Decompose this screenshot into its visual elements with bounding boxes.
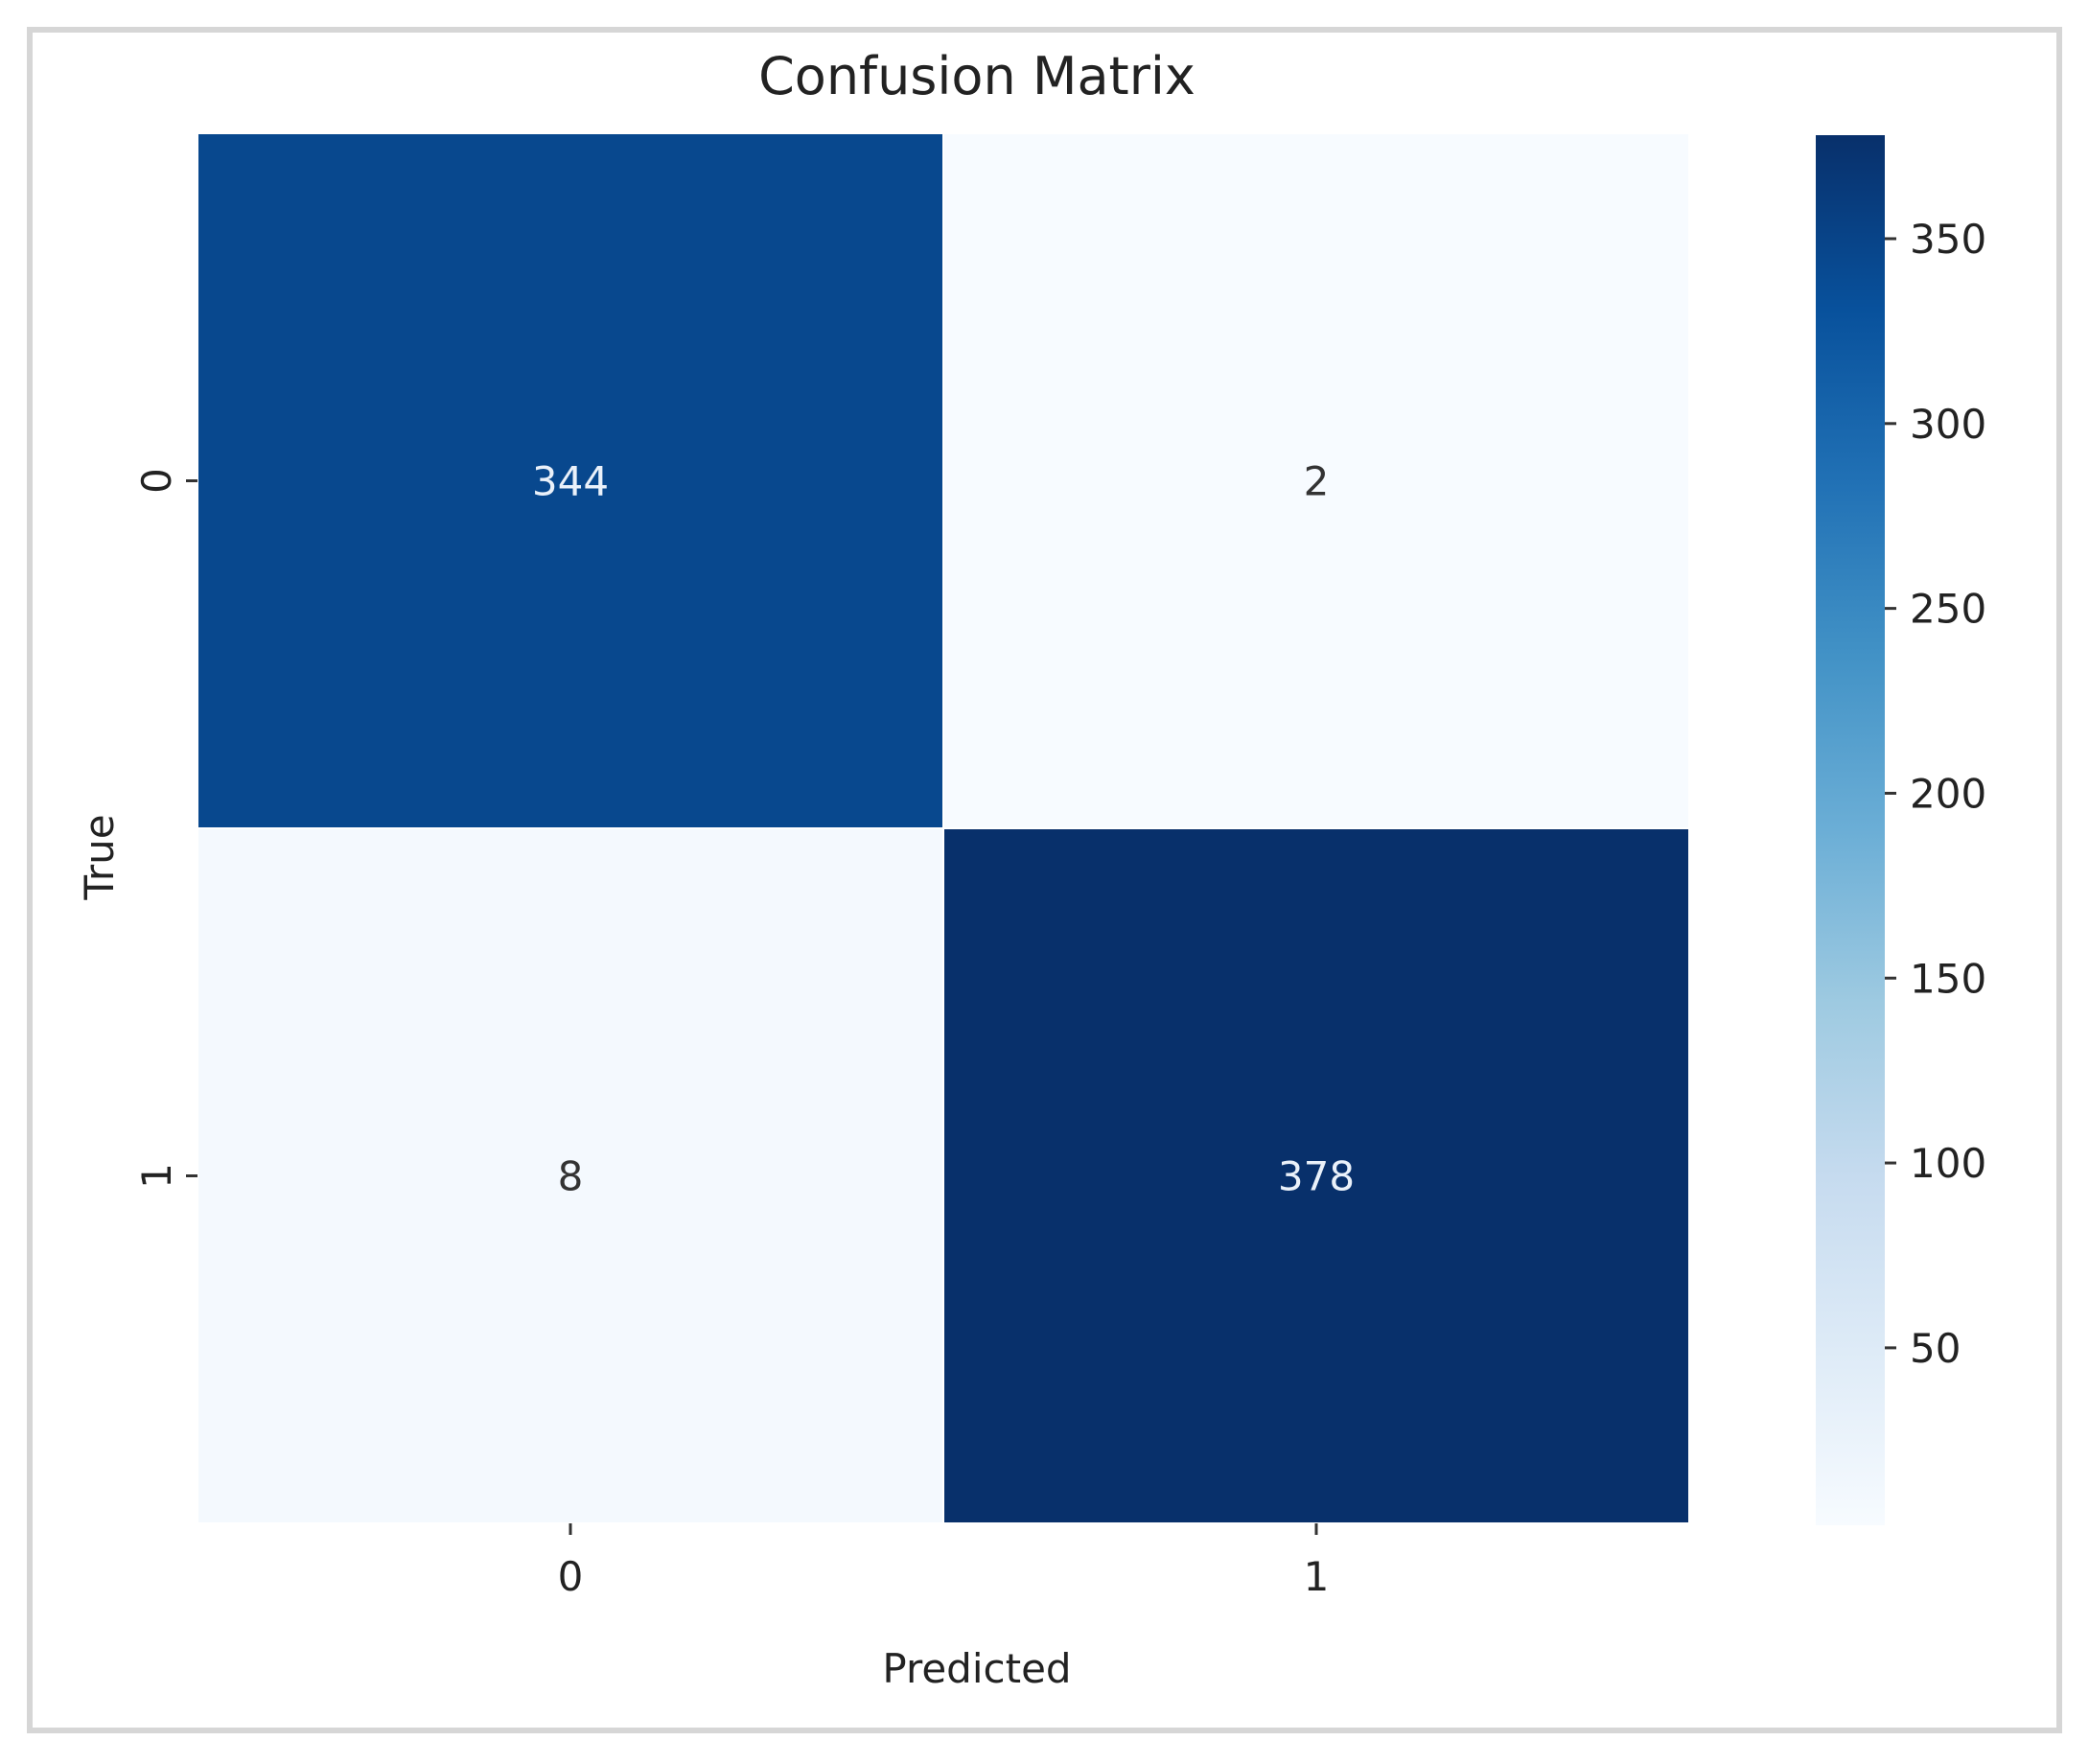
colorbar-tick-label-0: 50	[1910, 1325, 1961, 1372]
x-tick-label-0: 0	[558, 1553, 584, 1600]
y-tick-label-0: 0	[133, 468, 180, 494]
colorbar-tick-label-3: 200	[1910, 770, 1986, 817]
heatmap-cell-labels: 344 2 8 378	[532, 458, 1355, 1200]
colorbar-tick-label-4: 250	[1910, 586, 1986, 633]
heatmap-cell-r0-c1	[942, 132, 1690, 829]
heatmap-cell-r1-c0	[197, 827, 944, 1524]
colorbar-ticks: 50 100 150 200 250 300 350	[1885, 216, 1986, 1372]
heatmap-cell-r0-c0	[197, 132, 944, 829]
cell-value-r0-c0: 344	[532, 458, 609, 505]
x-axis-label: Predicted	[882, 1645, 1071, 1692]
cell-value-r1-c1: 378	[1278, 1153, 1355, 1200]
heatmap-cells	[197, 132, 1690, 1524]
cell-value-r0-c1: 2	[1304, 458, 1330, 505]
colorbar-tick-label-6: 350	[1910, 216, 1986, 263]
colorbar-tick-label-2: 150	[1910, 955, 1986, 1002]
heatmap-cell-r1-c1	[942, 827, 1690, 1524]
x-tick-label-1: 1	[1304, 1553, 1330, 1600]
colorbar	[1816, 135, 1885, 1525]
chart-title: Confusion Matrix	[758, 46, 1195, 106]
y-tick-label-1: 1	[133, 1163, 180, 1189]
cell-value-r1-c0: 8	[558, 1153, 584, 1200]
colorbar-tick-label-5: 300	[1910, 401, 1986, 448]
y-axis-label: True	[76, 814, 123, 900]
y-axis-ticks: 01	[133, 468, 197, 1189]
colorbar-tick-label-1: 100	[1910, 1140, 1986, 1187]
